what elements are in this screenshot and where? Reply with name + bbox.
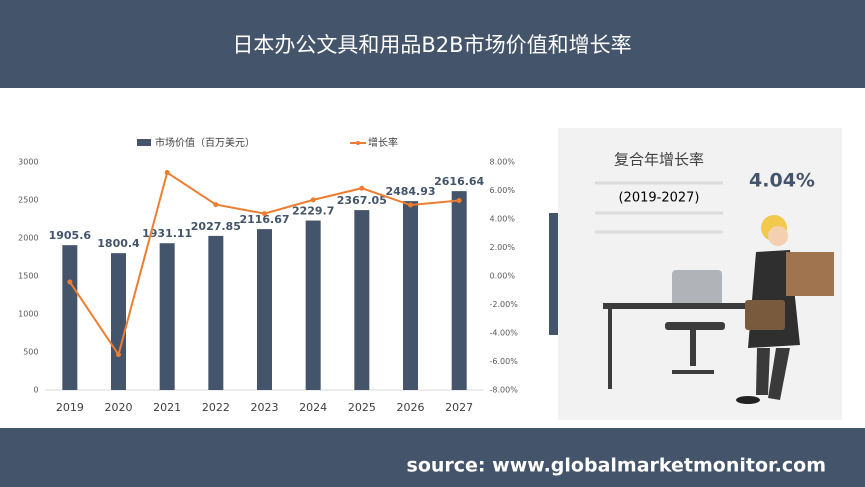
x-tick-label: 2022 [202, 401, 230, 414]
data-label: 1931.11 [142, 227, 192, 240]
data-label: 1800.4 [97, 237, 140, 250]
y-tick-label: 1500 [18, 272, 38, 281]
line-point [262, 211, 267, 217]
bar [354, 210, 370, 390]
y2-tick-label: -6.00% [490, 357, 519, 366]
line-point [164, 170, 170, 176]
legend-swatch [137, 139, 151, 146]
line-point [67, 279, 73, 285]
x-tick-label: 2027 [445, 401, 473, 414]
panel-value: 4.04% [749, 170, 815, 192]
x-tick-label: 2025 [348, 401, 376, 414]
panel-title: 复合年增长率 [614, 151, 704, 169]
title: 日本办公文具和用品B2B市场价值和增长率 [232, 33, 631, 57]
bar [451, 191, 467, 390]
y-tick-label: 0 [33, 386, 38, 395]
bar [62, 245, 78, 390]
footer [0, 428, 865, 487]
bar [257, 229, 272, 390]
y-tick-label: 1000 [18, 310, 38, 319]
x-tick-label: 2020 [105, 401, 133, 414]
header [0, 0, 865, 88]
y2-tick-label: 6.00% [490, 186, 516, 195]
bar [208, 235, 224, 390]
panel-accent [549, 213, 558, 335]
data-label: 2116.67 [239, 213, 289, 226]
data-label: 2616.64 [434, 175, 484, 188]
bar [403, 201, 418, 390]
bar [111, 253, 126, 390]
y-tick-label: 500 [23, 348, 38, 357]
y2-tick-label: -4.00% [490, 329, 519, 338]
y2-tick-label: -8.00% [490, 386, 519, 395]
source: source: www.globalmarketmonitor.com [407, 455, 826, 477]
y-tick-label: 2500 [18, 196, 38, 205]
bar [159, 243, 175, 390]
data-label: 1905.6 [49, 229, 92, 242]
y2-tick-label: 4.00% [490, 215, 516, 224]
line-point [408, 202, 413, 208]
legend-swatch [356, 141, 360, 145]
illustration [603, 215, 834, 404]
legend-label: 市场价值（百万美元） [155, 136, 255, 149]
y2-tick-label: 0.00% [490, 272, 516, 281]
line-point [310, 197, 316, 203]
data-label: 2027.85 [191, 220, 241, 233]
x-tick-label: 2023 [251, 401, 279, 414]
line-point [213, 202, 219, 208]
line-point [359, 185, 365, 191]
y2-tick-label: 8.00% [490, 158, 516, 167]
line-point [116, 352, 121, 358]
legend-label: 增长率 [368, 136, 398, 149]
x-tick-label: 2026 [397, 401, 425, 414]
y-tick-label: 2000 [18, 234, 38, 243]
y-tick-label: 3000 [18, 158, 38, 167]
y2-tick-label: 2.00% [490, 243, 516, 252]
data-label: 2229.7 [292, 205, 334, 218]
bar [305, 220, 321, 390]
y2-tick-label: -2.00% [490, 300, 519, 309]
data-label: 2367.05 [337, 194, 387, 207]
x-tick-label: 2024 [299, 401, 327, 414]
x-tick-label: 2019 [56, 401, 84, 414]
x-tick-label: 2021 [153, 401, 181, 414]
line-point [456, 197, 462, 203]
panel-period: (2019-2027) [618, 191, 699, 206]
data-label: 2484.93 [385, 185, 435, 198]
